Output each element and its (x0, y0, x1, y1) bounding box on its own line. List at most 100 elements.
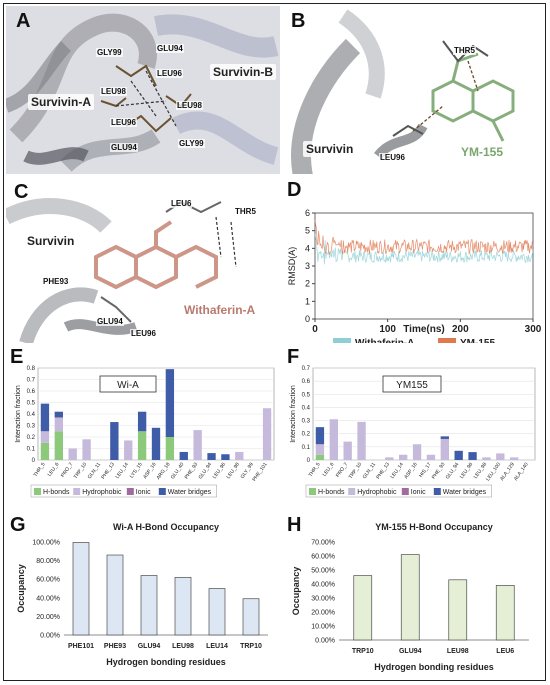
y-tick-label: 100.00% (32, 540, 60, 547)
plot-area (314, 212, 534, 320)
y-tick-label: 2 (305, 279, 310, 289)
bar-segment (207, 453, 216, 460)
panel-d: D 0 1 2 3 4 5 6 0 100 200 300 Time(ns) RMSD(A) Withaf… (283, 177, 541, 343)
legend-label: Water bridges (443, 489, 487, 496)
ligand-label-c: Withaferin-A (181, 302, 259, 318)
panel-g-letter: G (10, 514, 26, 536)
bar-segment (68, 448, 77, 460)
legend-swatch (348, 488, 356, 495)
residue-label: THR5 (234, 207, 257, 216)
x-tick-label: PHE_13 (375, 462, 391, 481)
legend-label: H-bonds (43, 489, 70, 496)
legend-label: Withaferin-A (355, 338, 414, 343)
y-tick-label: 0.1 (302, 445, 311, 451)
x-tick-label: LEU_14 (115, 462, 130, 480)
y-tick-label: 60.00% (311, 554, 335, 561)
y-tick-label: 0.3 (27, 424, 36, 430)
panel-e: E 0 0.1 0.2 0.3 0.4 0.5 0.6 0.7 0.8 Interaction f… (6, 346, 280, 512)
x-tick-label: 300 (525, 324, 541, 335)
residue-label: GLU94 (156, 44, 184, 53)
bar-segment (235, 451, 244, 460)
x-tick-label: LEU_96 (212, 462, 227, 480)
x-tick-label: LEU_98 (226, 462, 241, 480)
y-tick-label: 0.2 (27, 435, 36, 441)
panel-b-letter: B (291, 10, 306, 32)
y-tick-label: 80.00% (36, 558, 60, 565)
bar-segment (496, 453, 505, 460)
legend-swatch (433, 488, 441, 495)
legend-box (30, 484, 217, 498)
x-tick-label: PHE_13 (100, 462, 116, 481)
y-tick-label: 0.5 (27, 401, 36, 407)
residue-label: PHE93 (42, 277, 70, 286)
x-tick-label: 0 (312, 324, 318, 335)
chain-a-label: Survivin-A (28, 94, 95, 110)
structure-c-image (6, 177, 280, 343)
bar-segment (40, 442, 50, 460)
bar-segment (357, 421, 366, 460)
x-axis-label: Time(ns) (403, 324, 445, 335)
x-tick-label: GLU94 (399, 648, 422, 655)
x-tick-label: THR_5 (308, 462, 322, 479)
y-tick-label: 70.00% (311, 540, 335, 547)
residue-label: GLY99 (96, 48, 123, 57)
y-tick-label: 0 (305, 314, 310, 324)
panel-h: H YM-155 H-Bond Occupancy 0.00% 10.00% 20.0… (283, 512, 541, 680)
legend-swatch (401, 488, 409, 495)
structure-a-image (6, 6, 280, 174)
y-tick-label: 3 (305, 261, 310, 271)
wia-interaction-chart: 0 0.1 0.2 0.3 0.4 0.5 0.6 0.7 0.8 Interaction fra… (15, 366, 275, 498)
bar-segment (315, 427, 325, 445)
x-tick-label: LEU6 (496, 648, 514, 655)
residue-label: LEU98 (100, 87, 127, 96)
y-tick-label: 6 (305, 208, 310, 218)
bar-segment (110, 422, 119, 460)
bar-segment (468, 452, 477, 460)
y-axis-label: Interaction fraction (290, 385, 297, 443)
legend-label: Water bridges (168, 489, 212, 496)
y-tick-label: 1 (305, 296, 310, 306)
bar-segment (151, 427, 161, 460)
y-axis-label: RMSD(A) (287, 247, 297, 286)
bar-segment (193, 430, 202, 460)
residue-label: GLY99 (178, 139, 205, 148)
bar-segment (315, 444, 325, 455)
bar-segment (165, 437, 175, 460)
bar-segment (54, 431, 63, 460)
occupancy-bar (140, 575, 158, 636)
bar-segment (440, 438, 449, 460)
panel-c: C Survivin Withaferin-A LEU6 THR5 PHE93 … (6, 177, 280, 343)
y-tick-label: 50.00% (311, 568, 335, 575)
series-line-withaferin-a (314, 234, 534, 265)
x-tick-label: GLU_94 (445, 462, 461, 481)
residue-label: GLU94 (110, 143, 138, 152)
legend-label: Hydrophobic (82, 489, 122, 496)
bar-segment (440, 436, 449, 439)
y-tick-label: 0.6 (302, 379, 311, 385)
figure-frame (3, 3, 546, 681)
panel-g: G Wi-A H-Bond Occupancy 0.00% 20.00% 40.00%… (6, 512, 280, 680)
y-tick-label: 0 (307, 458, 311, 464)
inset-label-box (382, 375, 442, 393)
x-tick-label: ALA_140 (513, 462, 530, 482)
bar-segment (179, 451, 188, 460)
bar-segment (315, 454, 325, 460)
x-axis-label: Hydrogen bonding residues (374, 662, 494, 672)
bar-segment (40, 403, 50, 432)
legend-label: Ionic (136, 489, 151, 496)
x-tick-label: LEU14 (206, 643, 228, 650)
y-axis-label: Occupancy (291, 567, 301, 616)
y-tick-label: 30.00% (311, 596, 335, 603)
bar-segment (54, 417, 63, 432)
inset-label: YM155 (396, 380, 428, 391)
panel-h-letter: H (287, 514, 302, 536)
x-tick-label: LEU98 (172, 643, 194, 650)
x-tick-label: TRP10 (352, 648, 374, 655)
y-tick-label: 0.1 (27, 447, 36, 453)
bar-segment (454, 450, 463, 460)
protein-label-c: Survivin (24, 233, 78, 249)
bar-segment (262, 408, 272, 460)
y-tick-label: 0.4 (302, 405, 311, 411)
y-tick-label: 10.00% (311, 624, 335, 631)
ligand-label-b: YM-155 (458, 144, 507, 160)
